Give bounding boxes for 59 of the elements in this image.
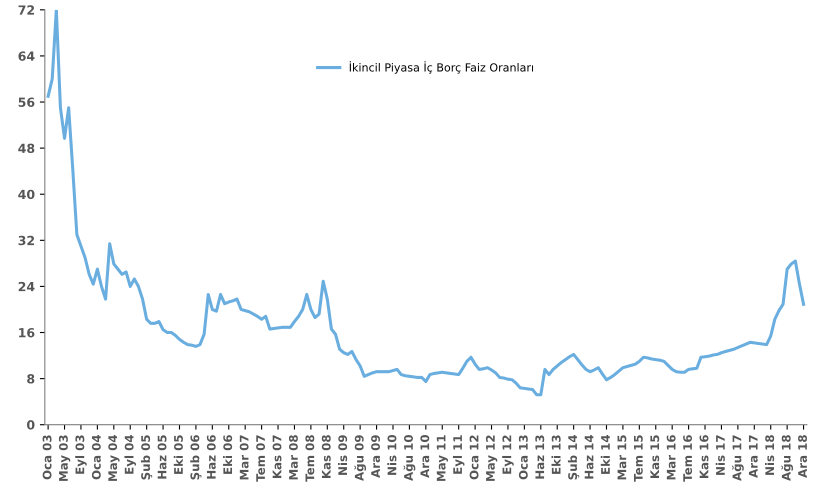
x-tick-label: Eki 13 (552, 435, 561, 474)
x-tick-label: Haz 06 (206, 435, 216, 479)
y-tick-label: 48 (18, 144, 34, 154)
x-tick-label: Nis 10 (387, 435, 396, 475)
x-tick-label: Ağu 10 (404, 435, 416, 481)
x-tick-label: Oca 13 (518, 435, 528, 480)
x-tick-label: Ara 09 (371, 435, 380, 478)
y-tick-label: 8 (27, 374, 34, 384)
x-tick-label: Nis 17 (716, 435, 725, 475)
x-tick-label: Eyl 04 (124, 434, 136, 474)
x-tick-label: Tem 08 (305, 435, 314, 482)
x-tick-label: Eki 06 (223, 435, 232, 474)
x-tick-label: Ara 10 (420, 435, 430, 478)
y-tick-label: 56 (18, 98, 34, 107)
x-tick-label: Şub 05 (140, 435, 152, 480)
x-tick-label: Kas 08 (322, 435, 331, 478)
x-tick-label: Mar 16 (666, 435, 676, 480)
x-tick-label: Eyl 11 (452, 435, 464, 474)
y-tick-label: 16 (19, 328, 34, 338)
y-tick-label: 0 (27, 420, 35, 430)
x-tick-label: May 03 (58, 435, 70, 481)
x-tick-label: Kas 07 (272, 435, 282, 478)
x-tick-label: Ara 17 (748, 435, 758, 478)
x-tick-label: May 12 (486, 435, 498, 481)
line-series (46, 10, 806, 396)
x-tick-label: Eyl 12 (502, 435, 514, 474)
x-tick-label: Ağu 18 (781, 435, 794, 481)
x-tick-label: Eki 14 (600, 434, 610, 474)
x-tick-label: Ağu 17 (732, 435, 744, 481)
legend-label: İkincil Piyasa İç Borç Faiz Oranları (350, 61, 534, 74)
x-tick-label: May 04 (108, 434, 120, 481)
x-tick-label: Oca 04 (92, 434, 101, 480)
x-tick-label: Ara 18 (798, 435, 807, 478)
x-tick-label: Şub 06 (190, 435, 202, 480)
x-tick-label: Eyl 03 (75, 435, 87, 474)
y-tick-label: 64 (18, 51, 35, 61)
x-tick-label: Kas 16 (700, 435, 708, 478)
y-tick-label: 32 (18, 236, 34, 246)
x-tick-label: Tem 16 (683, 435, 692, 482)
x-tick-label: Nis 18 (765, 435, 774, 475)
x-tick-label: Kas 15 (650, 435, 660, 478)
x-tick-label: Haz 13 (535, 435, 544, 479)
x-tick-label: Tem 15 (634, 435, 643, 482)
x-tick-label: Haz 05 (158, 435, 166, 479)
x-tick-label: May 11 (436, 435, 448, 481)
x-tick-label: Haz 14 (584, 434, 594, 479)
x-tick-label: Şub 14 (568, 434, 580, 480)
y-tick-label: 24 (18, 282, 35, 292)
x-tick-label: Tem 07 (256, 435, 266, 482)
x-tick-label: Oca 03 (42, 435, 52, 480)
y-tick-label: 40 (18, 190, 35, 200)
x-tick-label: Mar 08 (288, 435, 298, 480)
x-tick-label: Oca 12 (470, 435, 479, 480)
x-tick-label: Eki 05 (174, 435, 183, 474)
x-tick-label: Mar 07 (240, 435, 249, 480)
y-tick-label: 72 (18, 5, 34, 15)
x-tick-label: Ağu 09 (354, 435, 366, 481)
x-tick-label: Nis 09 (338, 435, 348, 475)
x-tick-label: Mar 15 (618, 435, 626, 480)
